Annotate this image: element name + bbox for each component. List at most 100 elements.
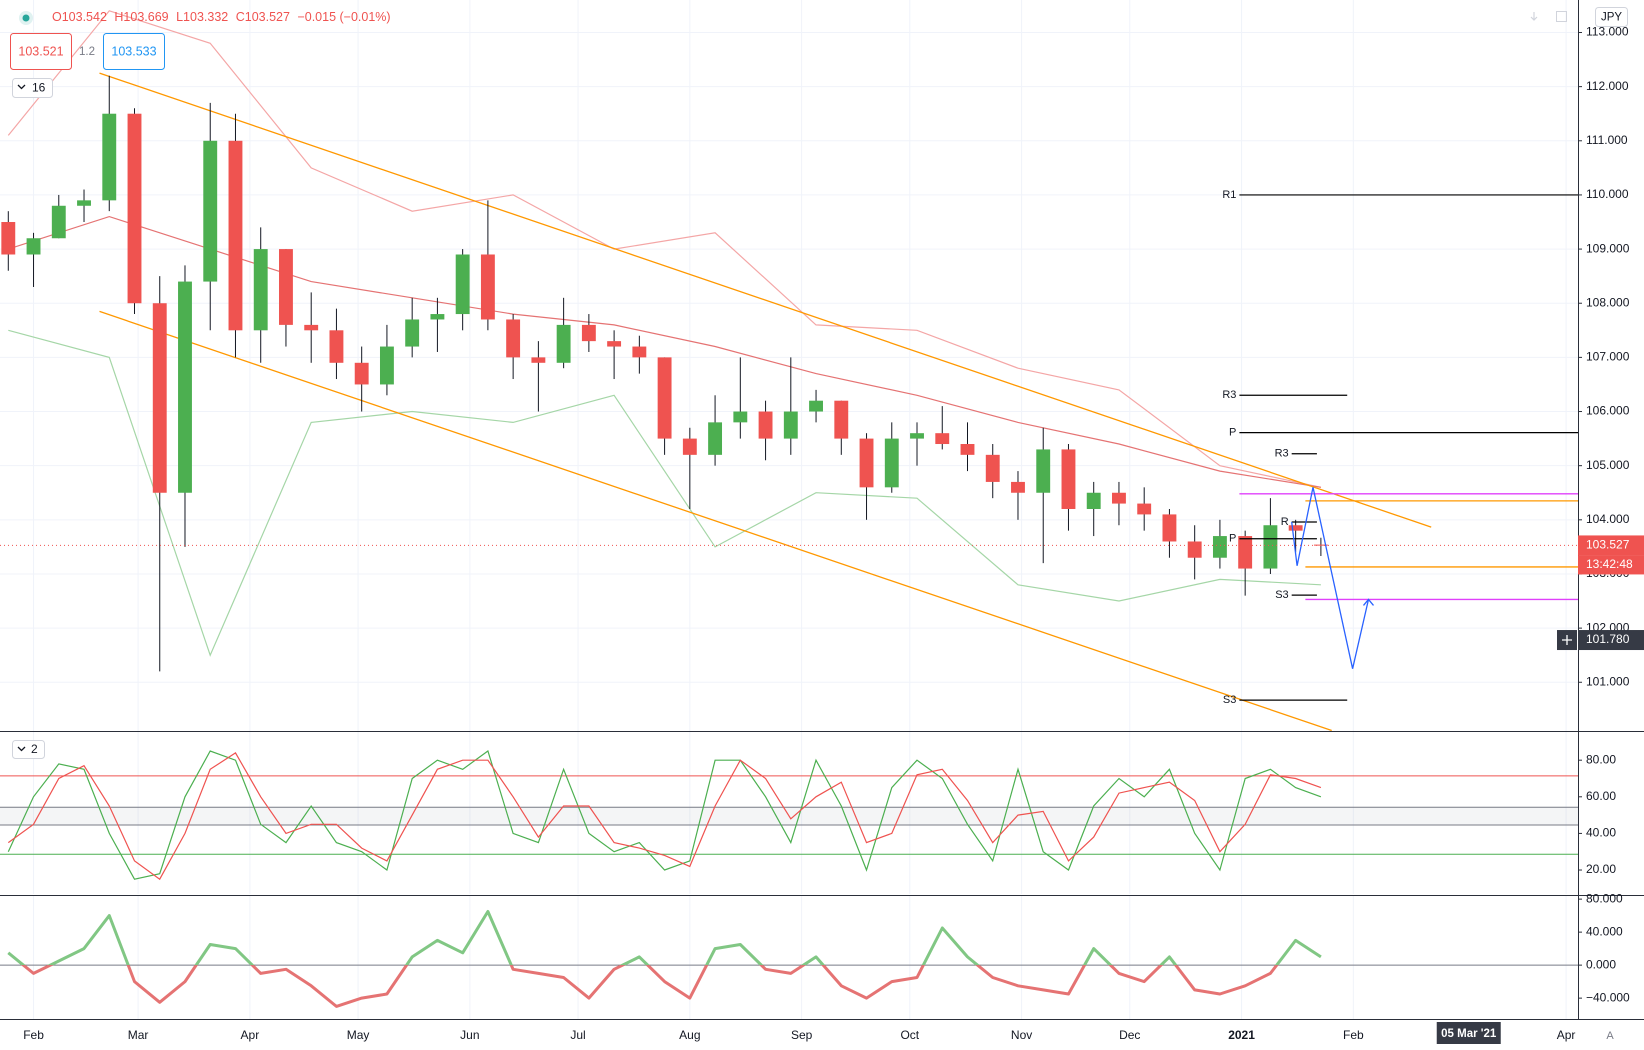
indicators-toggle[interactable] [12,78,53,98]
candle-body [1162,514,1177,542]
y-tick-label: 106.000 [1586,404,1630,418]
y-tick-label: 110.000 [1586,187,1629,201]
buy-price: 103.533 [111,44,156,58]
candle-body [632,346,647,358]
indicators-count: 16 [32,81,46,95]
candle-body [581,324,596,342]
last-price-label: 103.527 [1586,538,1630,552]
oscillator-pane [0,750,1578,881]
y-tick-label: −40.000 [1586,990,1630,1004]
legend-high: H103.669 [114,10,168,24]
chevron-icon [17,746,26,752]
y-tick-label: 111.000 [1586,133,1628,147]
channel-line [99,310,1332,731]
x-tick-label: Apr [1557,1028,1576,1042]
pivot-label: R [1281,516,1289,528]
candle-body [379,346,394,385]
y-tick-label: 108.000 [1586,295,1630,309]
grid-layer [0,0,1578,1019]
indicators-toggle[interactable] [12,740,45,759]
candle-body [783,411,798,439]
y-tick-label: 80.000 [1586,891,1623,905]
axis-layer: Feb Mar Apr May Jun Jul Aug Sep Oct Nov Dec 2021 Feb… [23,25,1644,1044]
y-tick-label: 113.000 [1586,25,1629,39]
candle-body [152,303,167,493]
candle-body [1,222,16,255]
candle-body [1011,481,1025,493]
candle-body [26,238,41,255]
pivot-label: R1 [1222,189,1236,201]
legend-close: C103.527 [236,10,290,24]
y-tick-label: 40.00 [1586,826,1616,840]
candle-body [1263,525,1278,569]
y-tick-label: 80.00 [1586,752,1616,766]
y-tick-label: 105.000 [1586,458,1630,472]
maximize-icon[interactable] [1556,11,1567,22]
pivot-label: S3 [1223,694,1236,706]
sell-price: 103.521 [18,44,63,58]
currency: JPY [1601,12,1622,24]
last-price-box [1578,535,1644,556]
projection-arrowhead [1362,598,1374,606]
candle-body [203,140,218,282]
candle-body [1036,449,1051,493]
sell-button[interactable] [10,33,72,70]
pivot-label: S3 [1275,589,1288,601]
pivot-label: R3 [1275,448,1289,460]
pivot-label: P [1229,533,1236,545]
candle-body [1288,525,1303,531]
x-tick-label: Sep [791,1028,813,1042]
candle-body [607,341,622,347]
candle-body [884,438,899,488]
candle-body [279,249,293,325]
candle-body [304,324,319,331]
x-tick-label: Dec [1119,1028,1140,1042]
x-tick-label: Mar [128,1028,149,1042]
candle-body [910,433,924,439]
price-pane: R1 R3 P R3 R P S3 S3 [0,10,1578,731]
x-tick-label: 2021 [1228,1028,1255,1042]
x-tick-label: Jul [570,1028,585,1042]
candle-body [733,411,748,423]
buy-button[interactable] [103,33,165,70]
x-tick-label: Nov [1011,1028,1032,1042]
time-cursor-label: 05 Mar '21 [1441,1028,1497,1040]
plus-icon [1562,635,1572,646]
currency-badge[interactable] [1595,7,1628,27]
indicators-count: 2 [31,742,38,756]
crosshair-price-box [1578,630,1644,651]
y-tick-label: 60.00 [1586,789,1616,803]
candle-body [1137,503,1152,515]
x-tick-label: Jun [460,1028,479,1042]
candle-body [178,281,192,493]
projection-path [1291,487,1370,669]
y-tick-label: 0.000 [1586,957,1616,971]
scale-mode-button[interactable]: A [1606,1030,1614,1042]
download-icon[interactable] [1530,12,1538,21]
candle-body [228,140,243,331]
candle-body [77,200,91,206]
oscillator-line [7,750,1322,880]
candle-body [455,254,470,315]
x-tick-label: May [347,1028,370,1042]
candle-body [682,438,697,455]
countdown-label: 13:42:48 [1586,557,1633,571]
candle-body [935,433,950,445]
candle-body [1212,536,1227,558]
candle-body [102,113,117,201]
y-tick-label: 112.000 [1586,79,1629,93]
candle-body [1187,541,1202,558]
candle-body [657,357,672,439]
legend-low: L103.332 [176,10,228,24]
candle-body [859,438,874,488]
x-tick-label: Aug [679,1028,700,1042]
x-tick-label: Apr [241,1028,260,1042]
x-tick-label: Oct [900,1028,919,1042]
candle-body [329,330,344,363]
y-tick-label: 109.000 [1586,241,1630,255]
candle-body [960,444,975,455]
candle-body [556,324,571,363]
candle-body [531,357,546,363]
